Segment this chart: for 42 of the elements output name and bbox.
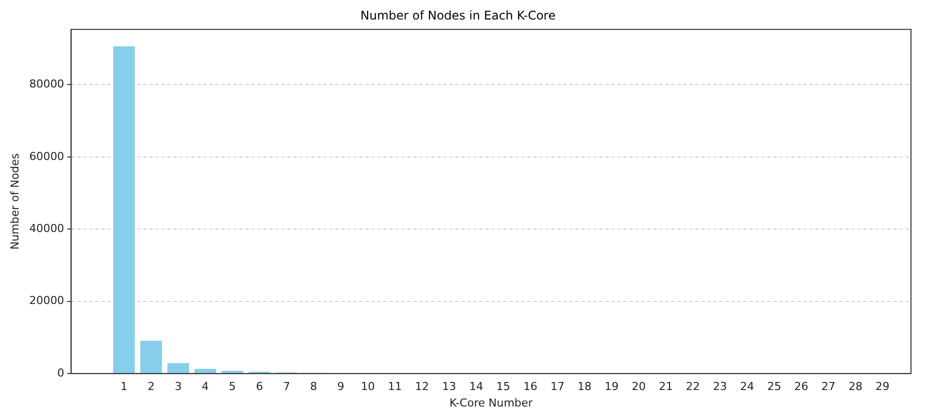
bar: [167, 363, 190, 374]
y-tick-label: 60000: [29, 150, 64, 163]
y-tick-label: 80000: [29, 78, 64, 91]
x-tick-label: 2: [148, 380, 155, 394]
x-tick-label: 6: [256, 380, 263, 394]
x-tick-label: 4: [202, 380, 209, 394]
x-tick-label: 8: [310, 380, 318, 394]
x-tick-label: 13: [442, 380, 456, 394]
x-tick-label: 19: [604, 380, 619, 394]
x-tick-label: 21: [658, 380, 673, 394]
x-tick-label: 24: [740, 380, 754, 394]
x-tick-label: 16: [523, 380, 538, 394]
x-tick-label: 29: [876, 380, 890, 394]
x-tick-label: 3: [174, 380, 182, 394]
x-tick-label: 7: [283, 380, 290, 394]
chart-title: Number of Nodes in Each K-Core: [360, 8, 556, 22]
x-tick-label: 10: [360, 380, 375, 394]
x-axis-title: K-Core Number: [450, 396, 534, 410]
x-tick-label: 1: [120, 380, 128, 394]
x-tick-label: 5: [228, 380, 236, 394]
x-tick-label: 23: [713, 380, 728, 394]
bar: [140, 340, 162, 374]
bar: [194, 368, 216, 374]
y-tick-label: 20000: [29, 294, 64, 308]
y-axis-title: Number of Nodes: [8, 153, 22, 250]
x-tick-label: 12: [415, 380, 430, 394]
x-tick-label: 27: [821, 380, 836, 394]
x-tick-label: 25: [767, 380, 782, 394]
bar: [222, 370, 244, 374]
x-tick-label: 22: [686, 380, 700, 394]
x-tick-label: 15: [496, 380, 510, 394]
y-tick-label: 0: [57, 366, 64, 380]
bar: [113, 46, 135, 374]
x-tick-label: 18: [578, 380, 592, 394]
x-tick-label: 28: [848, 380, 862, 394]
x-tick-label: 26: [794, 380, 808, 394]
x-tick-label: 20: [632, 380, 646, 394]
x-tick-label: 9: [337, 380, 344, 394]
x-tick-label: 17: [550, 380, 564, 394]
x-tick-label: 11: [388, 380, 402, 394]
y-tick-label: 40000: [29, 222, 64, 235]
x-tick-label: 14: [469, 380, 484, 394]
